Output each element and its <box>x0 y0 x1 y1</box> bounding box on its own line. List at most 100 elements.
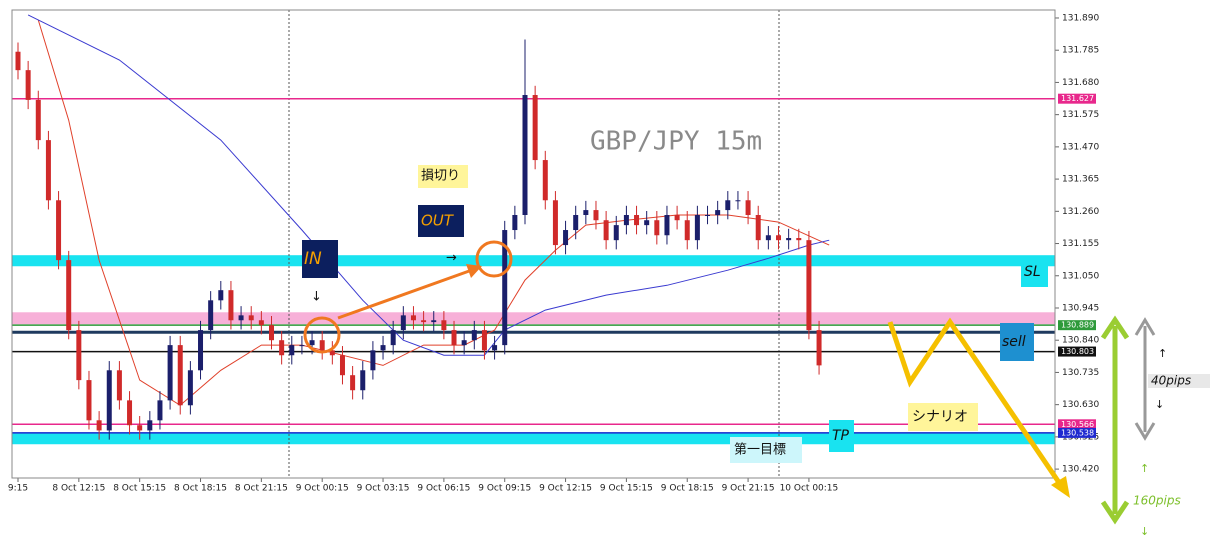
x-tick-label: 8 Oct 15:15 <box>113 484 166 494</box>
level-label: 131.627 <box>1061 94 1094 103</box>
x-tick-label: 9 Oct 09:15 <box>478 484 531 494</box>
candle-body <box>35 99 41 141</box>
level-label: 130.538 <box>1061 428 1094 437</box>
candle-body <box>593 210 599 221</box>
y-tick-label: 131.260 <box>1062 207 1099 217</box>
candle-body <box>279 340 285 356</box>
y-tick-label: 130.840 <box>1062 336 1099 346</box>
y-tick-label: 131.050 <box>1062 271 1099 281</box>
y-tick-label: 131.890 <box>1062 13 1099 23</box>
annotations: GBP/JPY 15m 損切り OUT IN → ↓ SL sell TP 第一目標 シナリオ 40p… <box>302 127 1210 538</box>
annotation: OUT <box>421 212 455 230</box>
exit-circle <box>475 240 513 278</box>
candle-body <box>431 320 437 323</box>
annotation: ↓ <box>311 290 322 305</box>
candle-body <box>421 320 427 323</box>
y-tick-label: 131.575 <box>1062 110 1099 120</box>
x-tick-label: 9 Oct 15:15 <box>600 484 653 494</box>
candle-body <box>461 340 467 346</box>
candle-body <box>542 160 548 201</box>
level-label-box <box>1058 346 1096 357</box>
candle-body <box>360 370 366 391</box>
level-label-box <box>1058 419 1096 430</box>
candle-body <box>796 238 802 241</box>
candle-body <box>157 400 163 421</box>
orange-arrow <box>337 268 473 320</box>
candle-body <box>147 420 153 431</box>
candle-body <box>116 370 122 401</box>
candle-body <box>380 345 386 351</box>
x-tick-label: 9 Oct 06:15 <box>417 484 470 494</box>
zones <box>12 255 1055 445</box>
annotation: TP <box>832 428 850 444</box>
candle-body <box>238 315 244 321</box>
annotation-box <box>1148 374 1210 388</box>
x-tick-label: 9 Oct 18:15 <box>661 484 714 494</box>
annotation-box <box>908 403 978 431</box>
candle-body <box>563 230 569 246</box>
candle-body <box>319 340 325 351</box>
x-tick-label: 9 Oct 00:15 <box>296 484 349 494</box>
level-label: 130.803 <box>1061 347 1094 356</box>
annotation-box <box>829 420 854 452</box>
candle-body <box>725 200 731 211</box>
y-tick-label: 131.470 <box>1062 142 1099 152</box>
candle-body <box>664 214 670 236</box>
candle-body <box>765 235 771 241</box>
candle-body <box>674 214 680 221</box>
candle-body <box>735 200 741 202</box>
candle-body <box>309 340 315 346</box>
annotation-box <box>418 205 464 237</box>
candle-body <box>786 238 792 241</box>
candle-body <box>208 300 214 331</box>
candle-body <box>806 240 812 331</box>
annotation-box <box>302 240 338 278</box>
moving-average <box>37 19 830 406</box>
level-label: 130.566 <box>1061 420 1094 429</box>
candle-body <box>552 200 558 246</box>
candle-body <box>684 220 690 241</box>
candle-body <box>776 235 781 241</box>
candle-body <box>25 70 31 100</box>
zone <box>12 312 1055 325</box>
candle-body <box>350 375 356 391</box>
annotation: 損切り <box>421 169 460 184</box>
annotation: → <box>446 251 457 266</box>
candle-body <box>573 214 579 231</box>
x-tick-label: 9 Oct 12:15 <box>539 484 592 494</box>
x-tick-label: 10 Oct 00:15 <box>780 484 839 494</box>
candle-body <box>127 400 133 426</box>
candle-body <box>218 290 224 301</box>
candle-body <box>96 420 102 431</box>
candle-body <box>441 320 447 331</box>
x-tick-label: 8 Oct 21:15 <box>235 484 288 494</box>
candle-body <box>56 200 62 261</box>
y-tick-label: 130.945 <box>1062 303 1099 313</box>
candle-body <box>410 315 416 321</box>
candle-body <box>329 350 335 356</box>
candle-body <box>715 210 721 215</box>
annotation-box <box>1000 323 1034 361</box>
candle-body <box>603 220 609 241</box>
scenario-zigzag <box>887 317 1063 486</box>
candle-body <box>623 214 629 226</box>
x-tick-label: 8 Oct 18:15 <box>174 484 227 494</box>
annotation: 第一目標 <box>734 443 786 458</box>
candle-body <box>816 330 822 366</box>
candle-body <box>532 95 538 161</box>
entry-circle <box>303 316 341 354</box>
candle-body <box>15 51 21 71</box>
candle-body <box>634 214 640 226</box>
candle-body <box>370 350 376 371</box>
y-tick-label: 130.420 <box>1062 465 1099 475</box>
annotation-box <box>418 165 468 188</box>
annotation: ↑ <box>1140 462 1149 475</box>
zone <box>12 255 1055 267</box>
range-arrow-head <box>1134 317 1156 336</box>
candle-body <box>177 345 183 406</box>
candle-body <box>694 214 700 241</box>
target-arrow-head <box>1100 500 1130 525</box>
annotation: IN <box>304 249 322 269</box>
annotation: ↓ <box>1155 398 1164 411</box>
